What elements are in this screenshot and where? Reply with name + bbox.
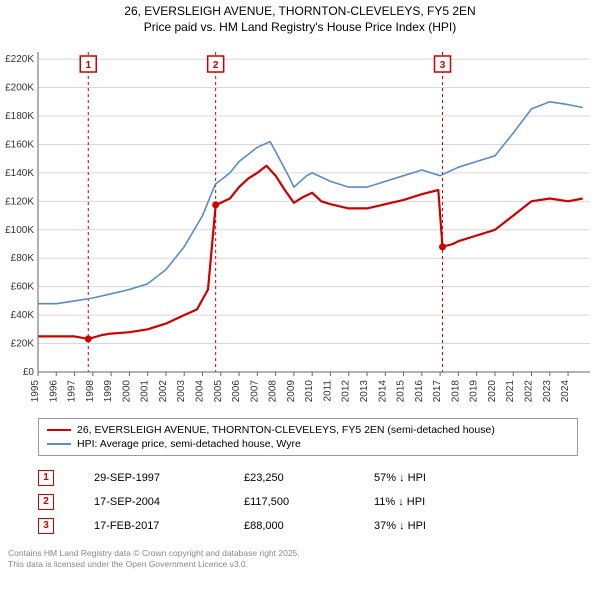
- marker-number-box: 2: [38, 494, 54, 510]
- legend-item: HPI: Average price, semi-detached house,…: [47, 437, 569, 451]
- legend-label: HPI: Average price, semi-detached house,…: [77, 438, 301, 450]
- svg-text:2012: 2012: [341, 379, 352, 402]
- footnote: Contains HM Land Registry data © Crown c…: [8, 548, 600, 570]
- marker-hpi: 11% ↓ HPI: [374, 496, 464, 508]
- legend-item: 26, EVERSLEIGH AVENUE, THORNTON-CLEVELEY…: [47, 423, 569, 437]
- svg-text:2008: 2008: [268, 379, 279, 402]
- svg-text:2014: 2014: [377, 379, 388, 402]
- chart-title-line1: 26, EVERSLEIGH AVENUE, THORNTON-CLEVELEY…: [0, 0, 600, 20]
- marker-hpi: 57% ↓ HPI: [374, 472, 464, 484]
- svg-text:2000: 2000: [121, 379, 132, 402]
- line-chart-svg: £0 £20K £40K £60K £80K £100K £120K £140K £160K £1…: [0, 40, 600, 410]
- marker-price: £88,000: [244, 520, 334, 532]
- legend-label: 26, EVERSLEIGH AVENUE, THORNTON-CLEVELEY…: [77, 424, 495, 436]
- marker-table: 1 29-SEP-1997 £23,250 57% ↓ HPI 2 17-SEP-2004…: [38, 466, 538, 538]
- svg-text:2019: 2019: [469, 379, 480, 402]
- svg-text:2020: 2020: [487, 379, 498, 402]
- marker-date: 17-FEB-2017: [94, 520, 204, 532]
- svg-text:2011: 2011: [322, 379, 333, 401]
- svg-text:1: 1: [85, 60, 91, 71]
- svg-text:2018: 2018: [450, 379, 461, 402]
- svg-text:1999: 1999: [103, 379, 114, 402]
- svg-text:£120K: £120K: [5, 196, 34, 207]
- svg-text:2007: 2007: [249, 379, 260, 402]
- chart-area: £0 £20K £40K £60K £80K £100K £120K £140K £160K £1…: [0, 40, 600, 410]
- svg-text:£80K: £80K: [11, 253, 35, 264]
- svg-text:£200K: £200K: [5, 82, 34, 93]
- svg-text:1995: 1995: [30, 379, 41, 402]
- svg-text:2001: 2001: [140, 379, 151, 402]
- svg-text:1997: 1997: [67, 379, 78, 402]
- marker-row: 3 17-FEB-2017 £88,000 37% ↓ HPI: [38, 514, 538, 538]
- svg-text:£180K: £180K: [5, 111, 34, 122]
- svg-text:2006: 2006: [231, 379, 242, 402]
- marker-date: 29-SEP-1997: [94, 472, 204, 484]
- svg-text:2002: 2002: [158, 379, 169, 402]
- svg-text:3: 3: [440, 60, 446, 71]
- marker-number-box: 1: [38, 470, 54, 486]
- svg-text:2: 2: [213, 60, 219, 71]
- svg-text:2024: 2024: [560, 379, 571, 402]
- svg-text:£60K: £60K: [11, 281, 35, 292]
- svg-text:2005: 2005: [213, 379, 224, 402]
- series-hpi: [38, 101, 583, 303]
- marker-row: 2 17-SEP-2004 £117,500 11% ↓ HPI: [38, 490, 538, 514]
- svg-text:£220K: £220K: [5, 54, 34, 65]
- footnote-line2: This data is licensed under the Open Gov…: [8, 559, 600, 570]
- svg-text:2013: 2013: [359, 379, 370, 402]
- svg-text:£0: £0: [23, 367, 35, 378]
- marker-hpi: 37% ↓ HPI: [374, 520, 464, 532]
- footnote-line1: Contains HM Land Registry data © Crown c…: [8, 548, 600, 559]
- marker-price: £117,500: [244, 496, 334, 508]
- svg-text:2015: 2015: [396, 379, 407, 402]
- svg-text:2022: 2022: [524, 379, 535, 402]
- svg-text:2017: 2017: [432, 379, 443, 402]
- marker-number-box: 3: [38, 518, 54, 534]
- svg-text:2010: 2010: [304, 379, 315, 402]
- svg-text:2009: 2009: [286, 379, 297, 402]
- svg-text:2003: 2003: [176, 379, 187, 402]
- svg-text:£100K: £100K: [5, 224, 34, 235]
- svg-text:£40K: £40K: [11, 310, 35, 321]
- marker-row: 1 29-SEP-1997 £23,250 57% ↓ HPI: [38, 466, 538, 490]
- legend-swatch: [47, 429, 71, 431]
- svg-text:1996: 1996: [48, 379, 59, 402]
- svg-text:£140K: £140K: [5, 167, 34, 178]
- svg-text:1998: 1998: [85, 379, 96, 402]
- marker-date: 17-SEP-2004: [94, 496, 204, 508]
- legend: 26, EVERSLEIGH AVENUE, THORNTON-CLEVELEY…: [38, 418, 578, 456]
- series-price_paid: [38, 165, 583, 338]
- marker-price: £23,250: [244, 472, 334, 484]
- svg-text:2021: 2021: [505, 379, 516, 402]
- legend-swatch: [47, 443, 71, 445]
- svg-text:£20K: £20K: [11, 338, 35, 349]
- chart-title-line2: Price paid vs. HM Land Registry's House …: [0, 20, 600, 34]
- svg-text:£160K: £160K: [5, 139, 34, 150]
- svg-text:2023: 2023: [542, 379, 553, 402]
- svg-text:2016: 2016: [414, 379, 425, 402]
- svg-text:2004: 2004: [195, 379, 206, 402]
